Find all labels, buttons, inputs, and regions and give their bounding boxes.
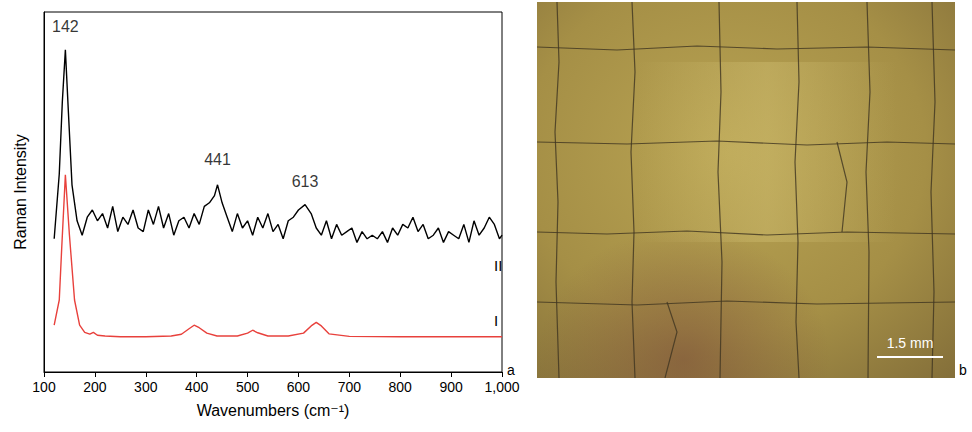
svg-text:300: 300: [134, 379, 158, 395]
svg-text:II: II: [494, 257, 502, 274]
svg-text:1,000: 1,000: [484, 379, 519, 395]
html-text:b: b: [959, 362, 967, 378]
svg-text:200: 200: [83, 379, 107, 395]
svg-text:600: 600: [287, 379, 311, 395]
svg-text:441: 441: [204, 151, 231, 168]
svg-text:700: 700: [338, 379, 362, 395]
svg-text:Wavenumbers (cm⁻¹): Wavenumbers (cm⁻¹): [197, 402, 350, 419]
svg-text:1.5 mm: 1.5 mm: [887, 335, 934, 351]
svg-text:800: 800: [389, 379, 413, 395]
svg-text:142: 142: [52, 18, 79, 35]
svg-text:613: 613: [292, 173, 319, 190]
svg-text:400: 400: [185, 379, 209, 395]
svg-text:Raman Intensity: Raman Intensity: [12, 134, 29, 250]
svg-text:I: I: [494, 312, 498, 329]
svg-text:500: 500: [236, 379, 260, 395]
svg-text:900: 900: [439, 379, 463, 395]
svg-text:100: 100: [32, 379, 56, 395]
html-text:a: a: [507, 362, 515, 378]
